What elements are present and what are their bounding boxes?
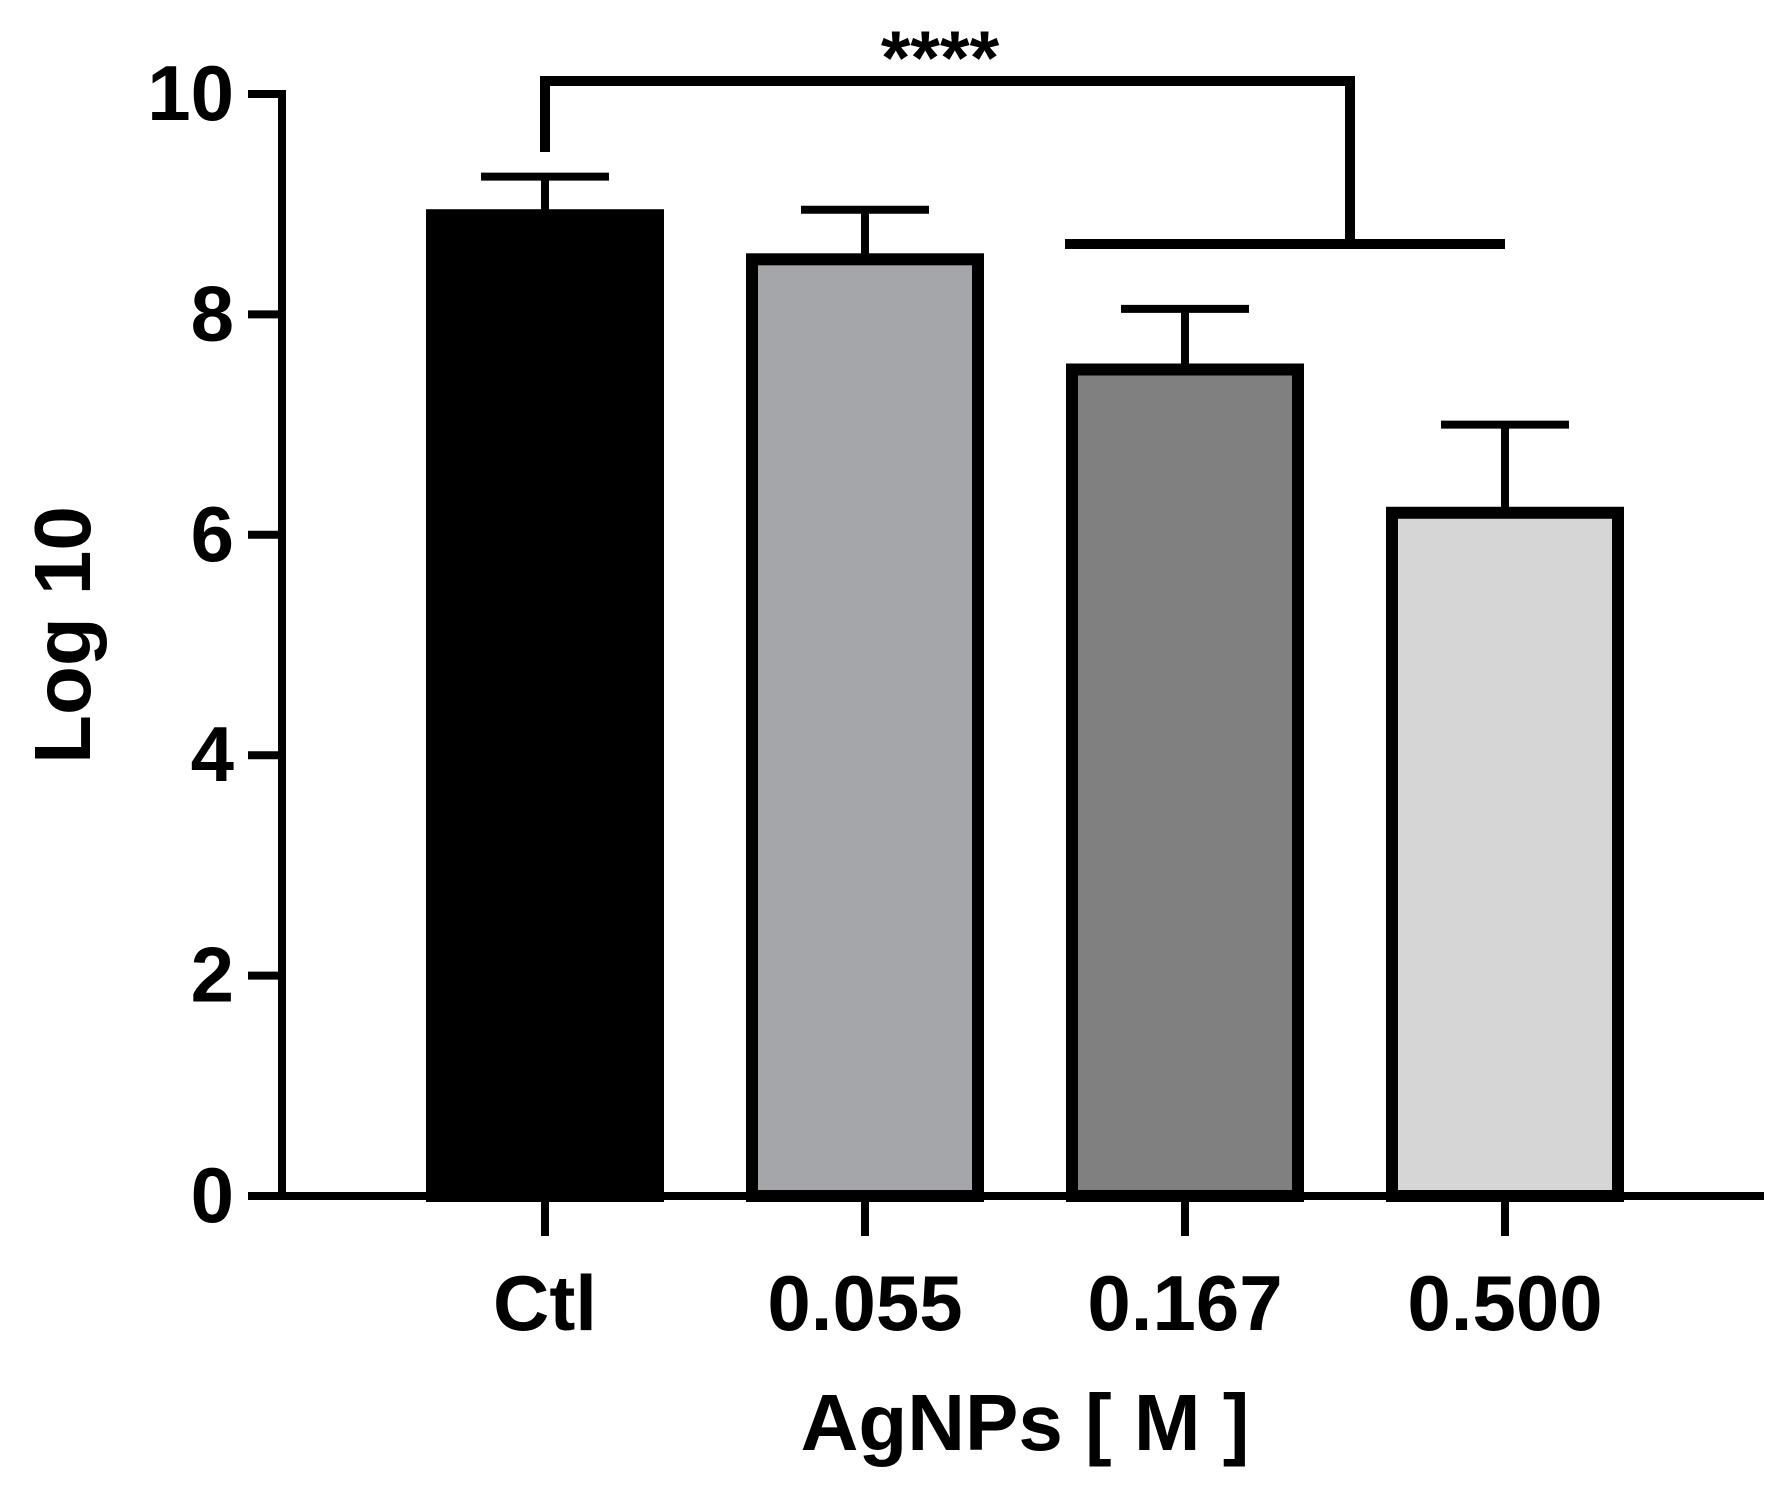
bar-Ctl (426, 209, 664, 1203)
y-tick-label-10: 10 (147, 49, 234, 137)
x-ticks-layer: Ctl 0.055 0.167 0.500 (493, 1196, 1603, 1347)
significance-label: **** (881, 16, 1000, 101)
y-ticks-layer: 0 2 4 6 8 10 (147, 49, 282, 1239)
y-tick-label-4: 4 (191, 710, 234, 798)
x-tick-label-Ctl: Ctl (493, 1259, 597, 1347)
error-bars-layer (481, 172, 1569, 513)
y-axis-label: Log 10 (18, 506, 107, 764)
y-tick-label-0: 0 (191, 1151, 234, 1239)
bar-0.500 (1386, 506, 1624, 1202)
bar-0.167 (1066, 363, 1304, 1202)
axes-layer (278, 90, 1764, 1200)
significance-bracket (540, 76, 1355, 244)
x-tick-label-0.500: 0.500 (1407, 1259, 1602, 1347)
y-tick-label-8: 8 (191, 269, 234, 357)
x-axis-label: AgNPs [ M ] (801, 1378, 1250, 1467)
x-tick-label-0.055: 0.055 (767, 1259, 962, 1347)
y-tick-label-6: 6 (191, 490, 234, 578)
bar-0.055 (746, 253, 984, 1202)
x-tick-label-0.167: 0.167 (1087, 1259, 1282, 1347)
y-tick-label-2: 2 (191, 931, 234, 1019)
significance-annotation: **** (540, 16, 1505, 249)
bars-layer (426, 209, 1624, 1203)
